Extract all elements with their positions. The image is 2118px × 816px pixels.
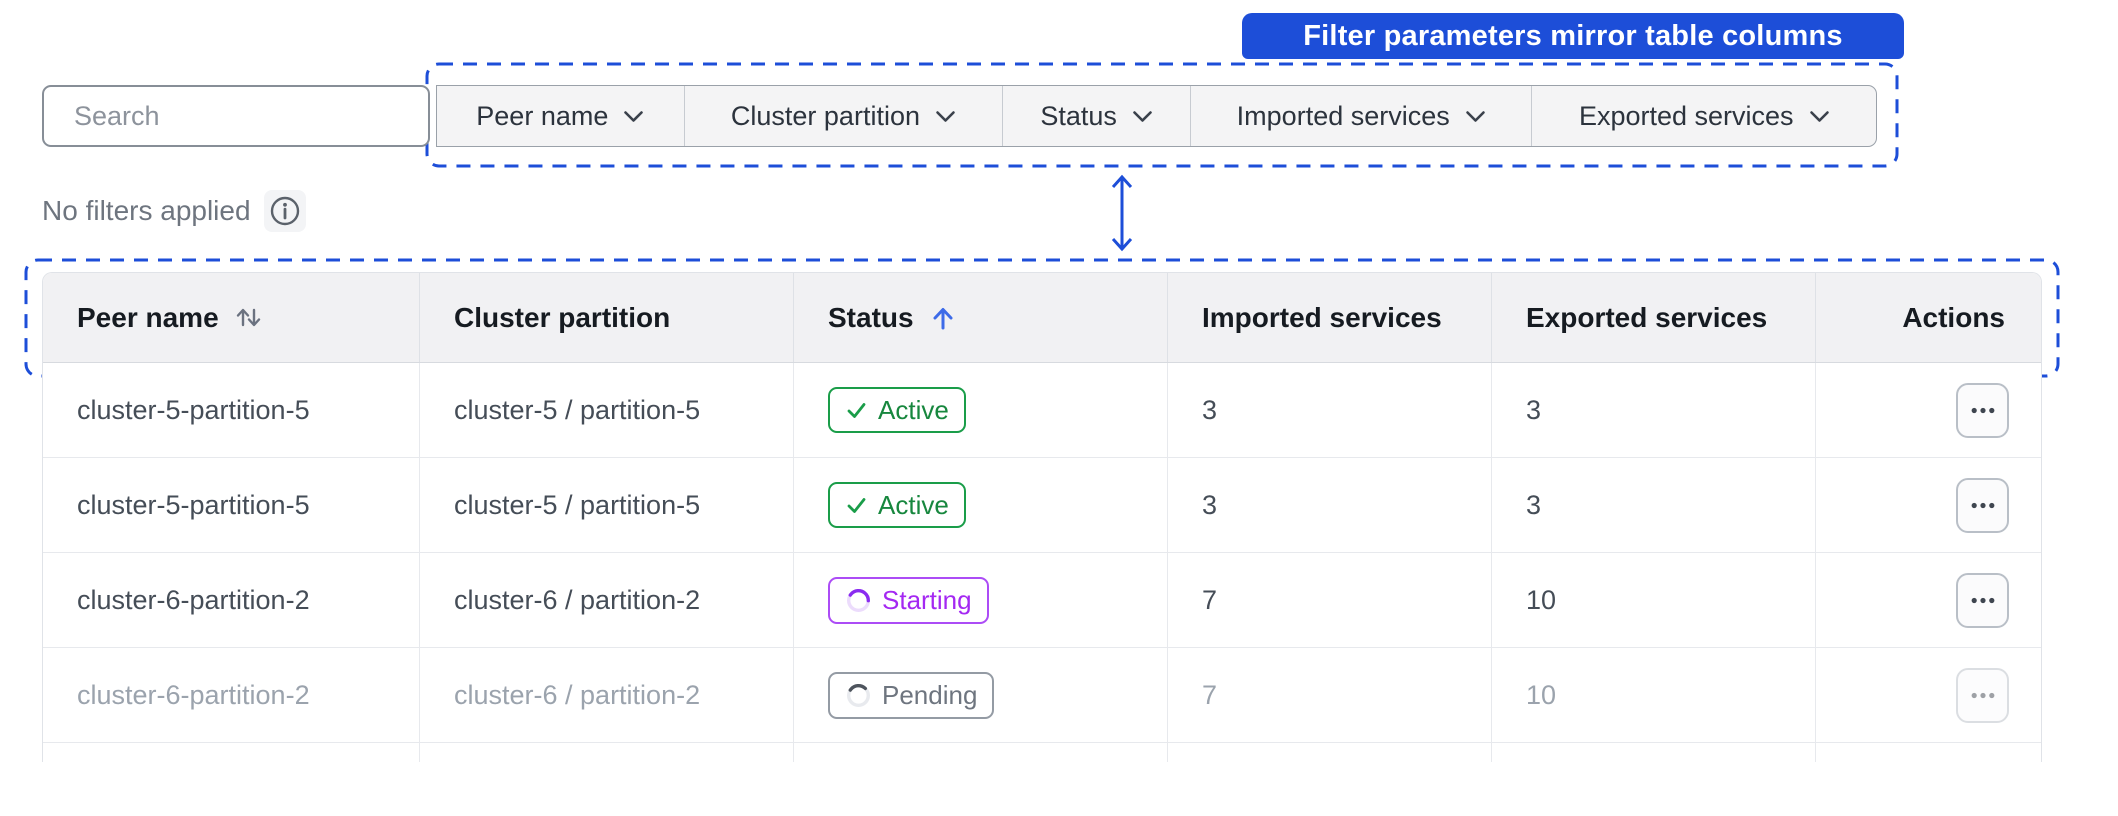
search-input[interactable]: [74, 100, 428, 132]
chevron-down-icon: [936, 110, 955, 122]
spinner-icon: [846, 588, 871, 612]
column-header-imported-services[interactable]: Imported services: [1168, 273, 1492, 362]
table-cell: [43, 743, 420, 762]
table-cell: 10: [1492, 553, 1816, 647]
no-filters-text: No filters applied: [42, 195, 251, 226]
check-icon: [847, 402, 866, 418]
row-actions-button[interactable]: [1956, 382, 2009, 438]
column-header-peer-name[interactable]: Peer name: [43, 273, 420, 362]
row-actions-button[interactable]: [1956, 572, 2009, 628]
table-cell: cluster-5-partition-5: [43, 458, 420, 552]
chevron-down-icon: [1809, 110, 1829, 122]
chevron-down-icon: [624, 110, 644, 122]
callout-banner: Filter parameters mirror table columns: [1242, 13, 1904, 59]
column-header-cluster-partition[interactable]: Cluster partition: [420, 273, 794, 362]
filter-status[interactable]: Status: [1003, 86, 1191, 146]
peers-table: Peer name Cluster partition Status: [42, 272, 2042, 762]
table-cell: cluster-5 / partition-5: [420, 363, 794, 457]
table-row: [43, 743, 2041, 762]
status-label: Pending: [882, 680, 978, 710]
table-cell: 7: [1168, 648, 1492, 742]
table-cell: Active: [794, 363, 1168, 457]
status-label: Starting: [882, 585, 972, 615]
table-cell: cluster-6-partition-2: [43, 553, 420, 647]
chevron-down-icon: [1465, 110, 1485, 122]
table-cell: 7: [1168, 553, 1492, 647]
table-cell: 3: [1168, 458, 1492, 552]
filter-bar: Peer name Cluster partition Status Impor…: [436, 85, 1877, 147]
status-badge: Starting: [828, 576, 989, 624]
sort-ascending-icon: [933, 307, 953, 329]
callout-label: Filter parameters mirror table columns: [1303, 19, 1843, 52]
table-cell: cluster-6-partition-2: [43, 648, 420, 742]
table-cell: [1816, 458, 2041, 552]
table-cell: cluster-5-partition-5: [43, 363, 420, 457]
spinner-icon: [846, 683, 871, 707]
table-cell: 3: [1168, 363, 1492, 457]
column-header-status[interactable]: Status: [794, 273, 1168, 362]
ellipsis-icon: [1971, 407, 1994, 413]
table-cell: [1168, 743, 1492, 762]
status-badge: Active: [828, 482, 966, 528]
search-input-wrapper: [42, 85, 430, 147]
table-body: cluster-5-partition-5 cluster-5 / partiti…: [43, 363, 2041, 762]
filter-cluster-partition[interactable]: Cluster partition: [685, 86, 1004, 146]
ellipsis-icon: [1971, 597, 1994, 603]
status-badge: Active: [828, 387, 966, 433]
chevron-down-icon: [1133, 110, 1152, 122]
table-cell: 10: [1492, 648, 1816, 742]
table-cell: [420, 743, 794, 762]
table-cell: cluster-5 / partition-5: [420, 458, 794, 552]
table-cell: [1816, 553, 2041, 647]
table-row: cluster-6-partition-2 cluster-6 / partiti…: [43, 553, 2041, 648]
table-row: cluster-6-partition-2 cluster-6 / partiti…: [43, 648, 2041, 743]
check-icon: [847, 497, 866, 513]
column-header-actions: Actions: [1902, 301, 2005, 333]
filter-exported-services[interactable]: Exported services: [1532, 86, 1876, 146]
filter-imported-services[interactable]: Imported services: [1191, 86, 1533, 146]
row-actions-button[interactable]: [1956, 477, 2009, 533]
status-label: Active: [878, 490, 949, 520]
table-cell: [1816, 363, 2041, 457]
mirror-arrow-icon: [1111, 174, 1133, 252]
table-row: cluster-5-partition-5 cluster-5 / partiti…: [43, 363, 2041, 458]
filter-peer-name[interactable]: Peer name: [437, 86, 685, 146]
table-cell: Active: [794, 458, 1168, 552]
table-header-row: Peer name Cluster partition Status: [43, 273, 2041, 363]
ellipsis-icon: [1971, 692, 1994, 698]
table-cell: [794, 743, 1168, 762]
table-cell: [1816, 648, 2041, 742]
table-cell: [1816, 743, 2041, 762]
table-cell: [1492, 743, 1816, 762]
sort-both-icon: [236, 308, 260, 327]
row-actions-button[interactable]: [1956, 667, 2009, 723]
table-cell: cluster-6 / partition-2: [420, 648, 794, 742]
ellipsis-icon: [1971, 502, 1994, 508]
column-header-exported-services[interactable]: Exported services: [1492, 273, 1816, 362]
table-cell: 3: [1492, 363, 1816, 457]
status-badge: Pending: [828, 671, 995, 719]
table-cell: cluster-6 / partition-2: [420, 553, 794, 647]
table-cell: 3: [1492, 458, 1816, 552]
filter-status-line: No filters applied: [42, 189, 306, 233]
info-icon[interactable]: [263, 190, 306, 232]
table-row: cluster-5-partition-5 cluster-5 / partiti…: [43, 458, 2041, 553]
table-cell: Pending: [794, 648, 1168, 742]
table-cell: Starting: [794, 553, 1168, 647]
status-label: Active: [878, 395, 949, 425]
